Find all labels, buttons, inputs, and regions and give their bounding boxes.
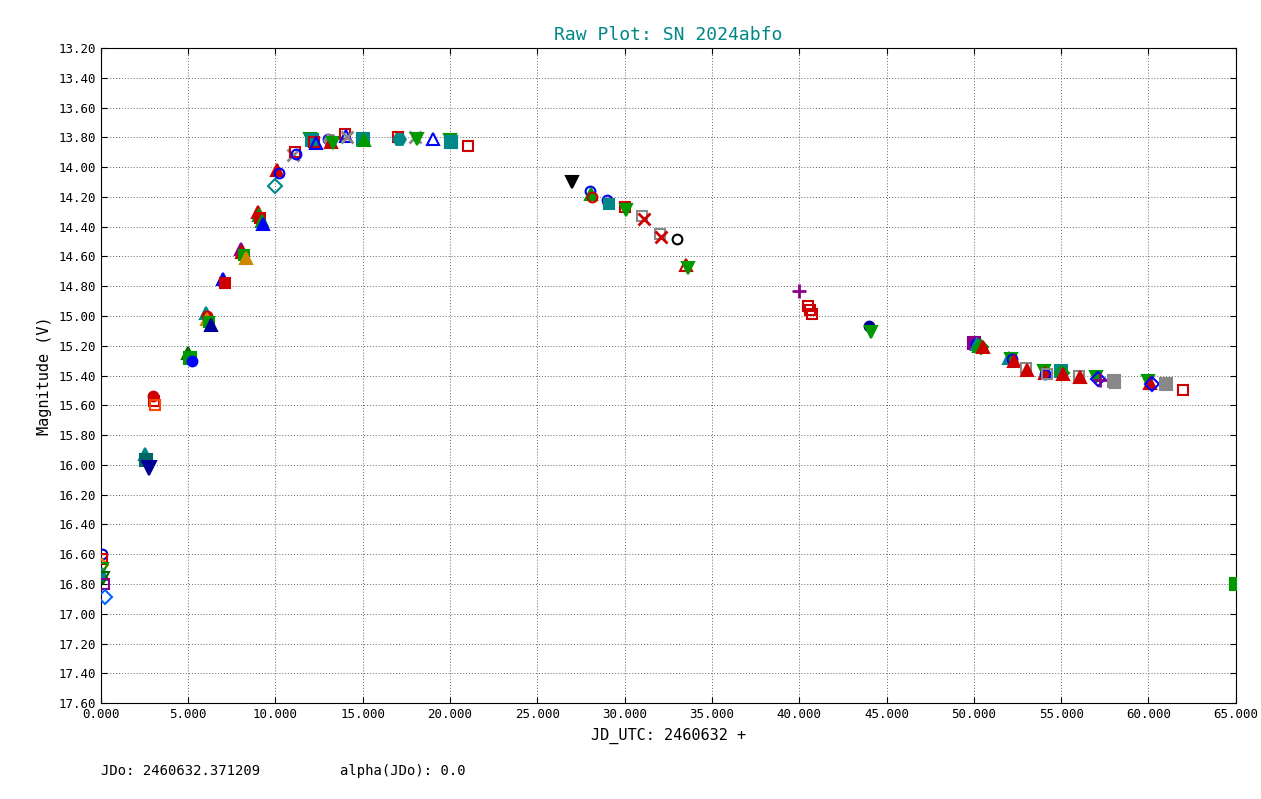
Title: Raw Plot: SN 2024abfo: Raw Plot: SN 2024abfo bbox=[554, 26, 783, 44]
Text: alpha(JDo): 0.0: alpha(JDo): 0.0 bbox=[340, 764, 467, 778]
Text: JDo: 2460632.371209: JDo: 2460632.371209 bbox=[101, 764, 260, 778]
Y-axis label: Magnitude (V): Magnitude (V) bbox=[37, 316, 52, 435]
X-axis label: JD_UTC: 2460632 +: JD_UTC: 2460632 + bbox=[590, 728, 747, 744]
